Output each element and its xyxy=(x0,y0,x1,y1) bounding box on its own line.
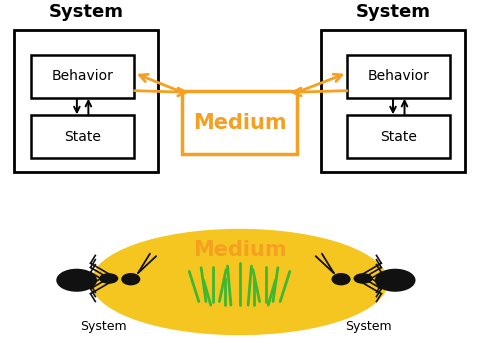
Text: System: System xyxy=(49,4,124,22)
Ellipse shape xyxy=(331,273,351,285)
Ellipse shape xyxy=(121,273,140,285)
Ellipse shape xyxy=(354,273,373,284)
Text: System: System xyxy=(355,4,430,22)
Text: State: State xyxy=(380,130,417,144)
Text: Medium: Medium xyxy=(193,113,286,132)
Bar xyxy=(321,30,465,172)
Text: Behavior: Behavior xyxy=(52,69,114,84)
Ellipse shape xyxy=(99,273,118,284)
Text: Medium: Medium xyxy=(193,240,286,260)
Ellipse shape xyxy=(91,229,388,335)
Bar xyxy=(347,116,450,158)
Text: State: State xyxy=(64,130,101,144)
Bar xyxy=(31,55,134,98)
Ellipse shape xyxy=(56,269,97,292)
Bar xyxy=(347,55,450,98)
Bar xyxy=(14,30,158,172)
Ellipse shape xyxy=(375,269,415,292)
Text: System: System xyxy=(345,320,392,333)
Bar xyxy=(182,91,297,154)
Text: System: System xyxy=(80,320,126,333)
Bar xyxy=(31,116,134,158)
Text: Behavior: Behavior xyxy=(368,69,430,84)
